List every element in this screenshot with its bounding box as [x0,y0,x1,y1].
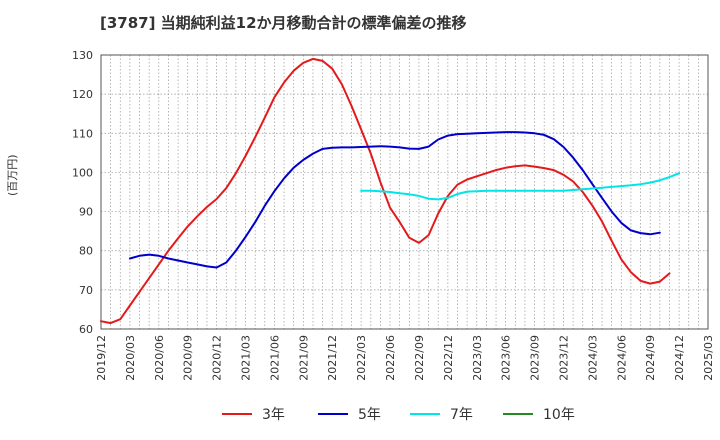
x-tick-label: 2020/06 [153,335,166,381]
legend-label: 7年 [450,407,473,423]
x-tick-label: 2022/06 [384,335,397,381]
y-tick-label: 110 [72,127,93,140]
y-tick-label: 130 [72,49,93,62]
x-tick-label: 2021/09 [297,335,310,381]
x-tick-label: 2023/12 [557,335,570,381]
legend-label: 3年 [262,407,285,423]
x-tick-label: 2022/12 [442,335,455,381]
x-tick-label: 2022/03 [355,335,368,381]
series-line-7年 [360,172,681,201]
x-tick-label: 2023/09 [529,335,542,381]
x-tick-label: 2021/03 [240,335,253,381]
chart-title: [3787] 当期純利益12か月移動合計の標準偏差の推移 [100,14,467,32]
legend: 3年 5年 7年 10年 [222,407,575,423]
series-line-5年 [128,131,661,269]
x-tick-label: 2023/03 [471,335,484,381]
x-tick-label: 2021/12 [326,335,339,381]
legend-label: 10年 [543,407,575,423]
y-tick-label: 90 [79,206,93,219]
series-lines [100,57,681,325]
legend-label: 5年 [358,407,381,423]
y-axis-ticks: 60 70 80 90 100 110 120 130 [72,49,93,336]
y-tick-label: 120 [72,88,93,101]
x-tick-label: 2020/03 [124,335,137,381]
x-tick-label: 2024/12 [673,335,686,381]
x-tick-label: 2020/12 [211,335,224,381]
x-tick-label: 2024/03 [586,335,599,381]
x-tick-label: 2024/09 [644,335,657,381]
x-tick-label: 2020/09 [182,335,195,381]
plot-area-frame [100,54,709,330]
series-line-3年 [100,57,671,325]
y-tick-label: 60 [79,323,93,336]
grid-lines [100,54,709,330]
x-tick-label: 2021/06 [268,335,281,381]
x-tick-label: 2025/03 [702,335,715,381]
y-tick-label: 80 [79,245,93,258]
x-tick-label: 2023/06 [500,335,513,381]
x-tick-label: 2022/09 [413,335,426,381]
x-axis-ticks: 2019/12 2020/03 2020/06 2020/09 2020/12 2021/… [95,335,715,381]
y-tick-label: 70 [79,284,93,297]
y-tick-label: 100 [72,166,93,179]
x-tick-label: 2024/06 [615,335,628,381]
x-tick-label: 2019/12 [95,335,108,381]
